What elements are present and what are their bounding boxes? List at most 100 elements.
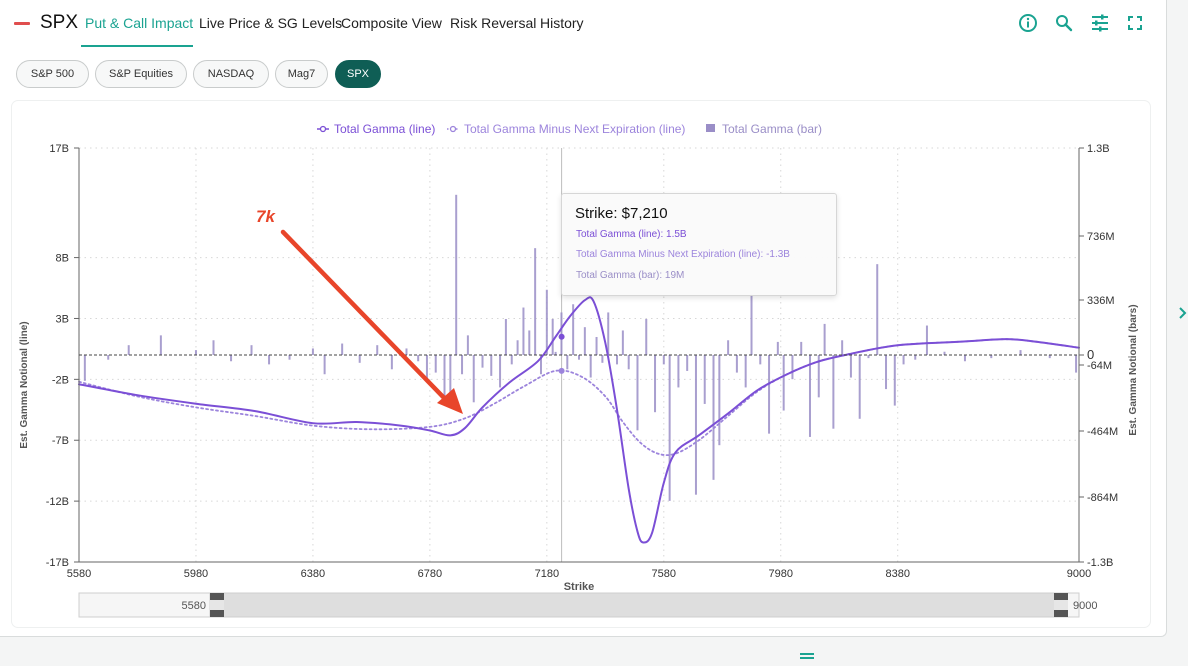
gamma-bar bbox=[654, 355, 657, 413]
gamma-bar bbox=[621, 330, 624, 355]
gamma-chart[interactable]: 5580 5980 6380 6780 7180 7580 7980 8380 9000 17B 8… bbox=[12, 101, 1150, 627]
gamma-bar bbox=[718, 355, 721, 446]
gamma-bar bbox=[601, 355, 604, 363]
pill-sp500[interactable]: S&P 500 bbox=[16, 60, 89, 88]
tab-live-price-sg-levels[interactable]: Live Price & SG Levels bbox=[199, 15, 343, 31]
annotation-label: 7k bbox=[256, 207, 275, 226]
y-left-tick-label: 8B bbox=[56, 253, 69, 265]
annotation-arrow bbox=[280, 229, 463, 414]
gamma-bar bbox=[800, 341, 803, 355]
gamma-bar bbox=[490, 355, 493, 376]
slider-max-label: 9000 bbox=[1073, 600, 1097, 612]
y-right-tick-label: -864M bbox=[1087, 492, 1118, 504]
gamma-bar bbox=[990, 355, 993, 359]
annotation-arrow-head bbox=[437, 388, 463, 414]
gamma-bar bbox=[528, 330, 531, 355]
annotation-arrow-shaft bbox=[280, 229, 452, 406]
y-left-tick-label: 3B bbox=[56, 313, 69, 325]
slider-handle-left-cap bbox=[210, 593, 224, 600]
gamma-bar bbox=[832, 355, 835, 429]
pill-spx[interactable]: SPX bbox=[335, 60, 381, 88]
gamma-line-series bbox=[78, 296, 1080, 544]
gamma-bar bbox=[686, 355, 689, 371]
gamma-bar bbox=[943, 351, 946, 355]
hover-point bbox=[558, 367, 565, 374]
gamma-bar-series bbox=[83, 194, 1078, 501]
y-left-tick-label: 17B bbox=[49, 143, 69, 155]
settings-sliders-icon[interactable] bbox=[1090, 13, 1110, 33]
gamma-bar bbox=[545, 289, 548, 355]
gamma-bar bbox=[504, 318, 507, 355]
tooltip-row-total-gamma-line: Total Gamma (line): 1.5B bbox=[576, 229, 687, 240]
y-right-tick-label: -64M bbox=[1087, 360, 1112, 372]
gamma-bar bbox=[212, 340, 215, 355]
gamma-bar bbox=[703, 355, 706, 404]
gamma-bar bbox=[841, 340, 844, 355]
expand-panel-chevron-icon[interactable] bbox=[1178, 305, 1188, 321]
legend-label: Total Gamma Minus Next Expiration (line) bbox=[464, 122, 685, 136]
gamma-bar bbox=[127, 345, 130, 355]
gamma-bar bbox=[230, 355, 233, 362]
y-right-tick-label: -1.3B bbox=[1087, 557, 1113, 569]
gamma-bar bbox=[461, 355, 464, 375]
slider-selection bbox=[209, 592, 1066, 618]
gamma-bar bbox=[867, 355, 870, 359]
tab-history[interactable]: History bbox=[540, 15, 584, 31]
pill-sp-equities[interactable]: S&P Equities bbox=[95, 60, 187, 88]
gamma-bar bbox=[858, 355, 861, 419]
search-icon[interactable] bbox=[1054, 13, 1074, 33]
resize-handle-icon[interactable] bbox=[799, 648, 815, 659]
gamma-bar bbox=[849, 355, 852, 378]
gamma-bar bbox=[776, 341, 779, 355]
gamma-bar bbox=[694, 355, 697, 495]
tab-risk-reversal[interactable]: Risk Reversal bbox=[450, 15, 537, 31]
fullscreen-icon[interactable] bbox=[1125, 13, 1145, 33]
legend-marker-square bbox=[706, 124, 715, 132]
slider-handle-right-cap bbox=[1054, 610, 1068, 617]
y-right-axis-title: Est. Gamma Notional (bars) bbox=[1128, 304, 1139, 435]
gamma-bar bbox=[107, 355, 110, 360]
tooltip-row-minus-next-expiration: Total Gamma Minus Next Expiration (line)… bbox=[576, 249, 790, 260]
active-tab-indicator bbox=[81, 45, 193, 47]
gamma-bar bbox=[645, 318, 648, 355]
y-left-tick-label: -2B bbox=[52, 374, 69, 386]
x-tick-label: 5580 bbox=[67, 568, 91, 580]
gamma-bar bbox=[885, 355, 888, 390]
x-tick-label: 6780 bbox=[418, 568, 442, 580]
gamma-bar bbox=[744, 355, 747, 388]
range-slider[interactable]: 5580 9000 bbox=[78, 592, 1097, 618]
gamma-bar bbox=[1019, 350, 1022, 355]
x-tick-label: 7980 bbox=[769, 568, 793, 580]
gamma-bar bbox=[560, 312, 563, 355]
symbol-title: SPX bbox=[40, 12, 79, 33]
info-icon[interactable] bbox=[1018, 13, 1038, 33]
tab-composite-view[interactable]: Composite View bbox=[341, 15, 442, 31]
gamma-bar bbox=[1075, 355, 1078, 373]
total-gamma-line bbox=[78, 296, 1080, 544]
gamma-bar bbox=[963, 355, 966, 362]
gamma-bar bbox=[636, 355, 639, 431]
gamma-bar bbox=[759, 355, 762, 365]
gamma-bar bbox=[434, 355, 437, 373]
tab-put-call-impact[interactable]: Put & Call Impact bbox=[85, 15, 194, 31]
gamma-bar bbox=[516, 340, 519, 355]
x-tick-label: 9000 bbox=[1067, 568, 1091, 580]
gamma-bar bbox=[583, 327, 586, 355]
gamma-bar bbox=[539, 355, 542, 375]
pill-mag7[interactable]: Mag7 bbox=[275, 60, 328, 88]
gamma-bar bbox=[481, 355, 484, 368]
y-left-tick-label: -7B bbox=[52, 435, 69, 447]
gamma-bar bbox=[417, 355, 420, 362]
gamma-bar bbox=[455, 194, 458, 355]
gamma-bar bbox=[268, 355, 271, 365]
gamma-bar bbox=[551, 318, 554, 355]
x-axis-title: Strike bbox=[564, 581, 595, 593]
y-left-tick-label: -12B bbox=[46, 496, 69, 508]
gamma-bar bbox=[662, 355, 665, 365]
pill-nasdaq[interactable]: NASDAQ bbox=[193, 60, 269, 88]
gamma-bar bbox=[376, 345, 379, 355]
gamma-bar bbox=[823, 323, 826, 355]
tooltip-title: Strike: $7,210 bbox=[575, 205, 668, 222]
gamma-bar bbox=[534, 248, 537, 355]
gamma-bar bbox=[750, 294, 753, 355]
